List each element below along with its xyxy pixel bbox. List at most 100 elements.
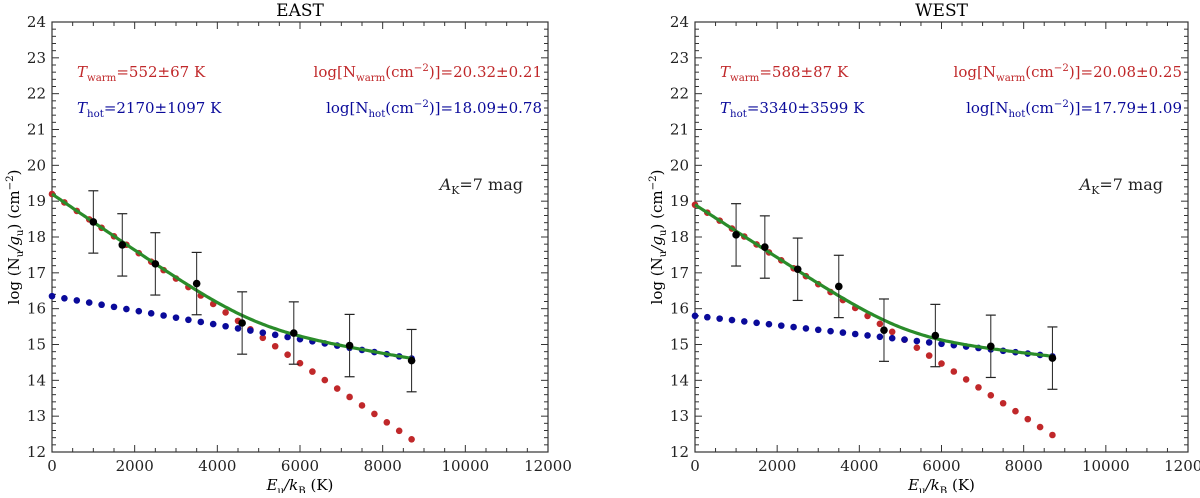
- text-part: =7 mag: [459, 175, 523, 194]
- plot-frame: [51, 21, 549, 453]
- text-part: )]=17.79±1.09: [1069, 99, 1182, 117]
- y-tick-label: 16: [27, 300, 46, 318]
- data-point: [151, 260, 160, 268]
- hot-component-point: [814, 326, 822, 334]
- text-part: −2: [1054, 99, 1069, 110]
- y-tick-label: 18: [27, 228, 46, 246]
- text-part: u: [15, 229, 26, 236]
- extinction-annotation: AK​=7 mag: [438, 175, 523, 197]
- text-part: =3340±3599 K: [747, 99, 865, 117]
- y-tick-label: 21: [27, 121, 46, 139]
- y-tick-label: 23: [27, 49, 46, 67]
- panel-east: EAST 0 2000 4000 6000 8000 10000 12000 12 13 14 15 1…: [5, 1, 572, 497]
- y-tick-label: 17: [27, 264, 46, 282]
- chart-title: EAST: [276, 1, 324, 21]
- warm-component-point: [383, 419, 391, 426]
- text-part: hot: [87, 109, 105, 120]
- x-tick-label: 0: [47, 457, 57, 475]
- n-warm-annotation: log[Nwarm​(cm−2​)]=20.08±0.25: [954, 63, 1182, 84]
- warm-component-point: [913, 344, 921, 351]
- x-tick-label: 12000: [1164, 457, 1200, 475]
- y-tick-label: 23: [670, 49, 689, 67]
- text-part: hot: [730, 109, 748, 120]
- plot-frame: [694, 21, 1189, 453]
- warm-component-point: [888, 328, 896, 336]
- hot-component-point: [704, 313, 711, 321]
- text-part: log (N: [5, 257, 23, 304]
- text-part: A: [1078, 175, 1092, 194]
- extinction-annotation: AK​=7 mag: [1078, 175, 1163, 197]
- t-warm-annotation: Twarm​=588±87 K: [720, 63, 849, 84]
- y-tick-label: 15: [670, 336, 689, 354]
- y-tick-label: 14: [27, 371, 46, 389]
- text-part: ): [5, 170, 23, 176]
- text-part: T: [720, 63, 731, 81]
- y-tick-label: 13: [27, 407, 46, 425]
- data-point: [89, 218, 98, 226]
- hot-component-point: [839, 329, 847, 336]
- warm-component-point: [408, 435, 415, 443]
- y-tick-label: 13: [670, 407, 689, 425]
- hot-component-point: [716, 315, 723, 322]
- hot-component-point: [802, 325, 810, 332]
- hot-component-point: [222, 322, 229, 330]
- warm-component-point: [876, 320, 884, 328]
- text-part: )]=20.08±0.25: [1069, 63, 1182, 81]
- warm-component-point: [346, 393, 353, 401]
- text-part: log[N: [326, 99, 368, 117]
- text-part: T: [720, 99, 731, 117]
- text-part: T: [77, 99, 88, 117]
- text-part: (K): [306, 476, 334, 493]
- warm-component-point: [222, 309, 229, 316]
- text-part: hot: [369, 109, 387, 120]
- hot-component-point: [247, 327, 254, 334]
- data-point: [1048, 354, 1057, 362]
- warm-component-point: [925, 352, 933, 359]
- text-part: u: [278, 486, 285, 493]
- data-point: [732, 231, 740, 239]
- text-part: ) (cm: [5, 190, 23, 229]
- y-tick-label: 24: [670, 13, 689, 31]
- warm-component-point: [259, 334, 267, 342]
- data-point: [407, 356, 416, 365]
- text-part: (cm: [1025, 63, 1053, 81]
- data-point: [192, 279, 201, 288]
- warm-component-point: [962, 376, 970, 383]
- text-part: −2: [1054, 63, 1069, 74]
- warm-component-point: [321, 376, 329, 384]
- t-hot-annotation: Thot​=3340±3599 K: [720, 99, 865, 120]
- hot-component-point: [753, 319, 760, 327]
- hot-component-point: [259, 329, 267, 336]
- hot-component-point: [901, 336, 908, 343]
- hot-component-point: [123, 305, 130, 313]
- hot-component-point: [110, 303, 118, 311]
- data-point: [238, 319, 246, 327]
- hot-component-point: [741, 318, 748, 325]
- hot-component-point: [728, 316, 736, 324]
- warm-component-point: [309, 368, 316, 375]
- y-tick-label: 19: [670, 192, 689, 210]
- text-part: −2: [5, 175, 16, 190]
- text-part: K: [1091, 184, 1100, 197]
- text-part: −2: [414, 63, 429, 74]
- hot-component-point: [197, 318, 205, 326]
- y-tick-label: 22: [27, 85, 46, 103]
- data-point: [793, 265, 802, 274]
- panel-west: WEST 0 2000 4000 6000 8000 10000 12000 12 13 14 15 1…: [648, 1, 1200, 497]
- y-axis-label: log (Nu​/gu​) (cm−2​): [5, 170, 26, 305]
- text-part: /k: [282, 476, 298, 493]
- hot-component-point: [851, 330, 859, 338]
- chart-title: WEST: [915, 1, 969, 21]
- text-part: (cm: [385, 63, 413, 81]
- text-part: log (N: [648, 257, 666, 304]
- text-part: K: [451, 184, 460, 197]
- x-axis-label: Eu​/kB​ (K): [266, 476, 334, 493]
- hot-component-point: [234, 325, 242, 332]
- hot-component-point: [691, 312, 699, 320]
- warm-component-point: [975, 384, 982, 391]
- text-part: /g: [5, 236, 23, 253]
- hot-component-point: [790, 323, 797, 331]
- warm-component-point: [371, 410, 378, 418]
- warm-component-point: [395, 427, 403, 435]
- hot-component-point: [864, 332, 871, 339]
